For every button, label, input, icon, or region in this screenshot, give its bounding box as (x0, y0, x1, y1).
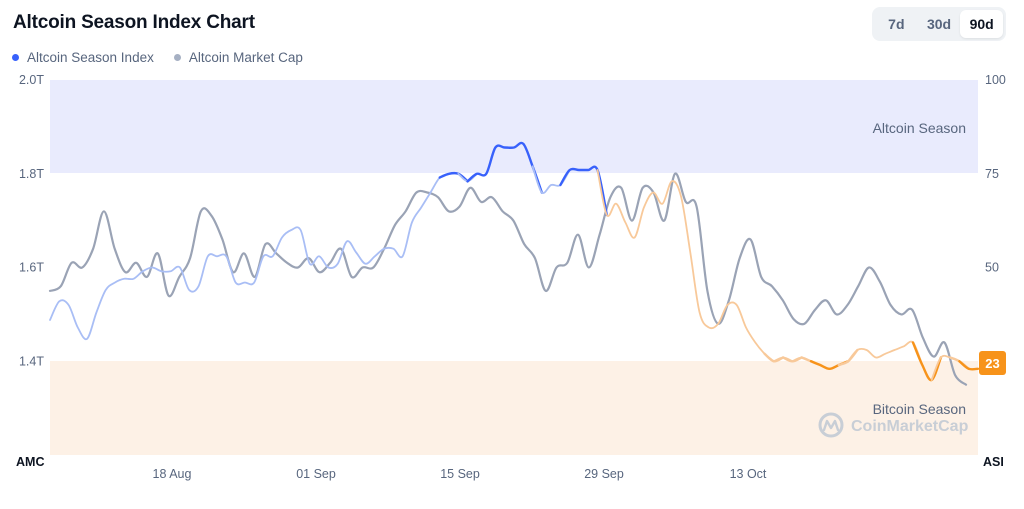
current-index-value: 23 (985, 356, 999, 371)
altcoin-season-zone (50, 80, 978, 173)
chart-title: Altcoin Season Index Chart (13, 12, 255, 33)
market-cap-line (48, 172, 968, 386)
badge-background (979, 351, 1006, 375)
watermark: CoinMarketCap (818, 412, 969, 438)
right-axis-title: ASI (983, 455, 1004, 469)
left-axis-title: AMC (16, 455, 44, 469)
right-axis-tick: 100 (985, 73, 1006, 87)
index-line-segment (847, 340, 924, 366)
range-tab-7d[interactable]: 7d (888, 16, 905, 32)
left-axis-tick: 1.8T (19, 167, 44, 181)
current-value-badge: 23 (979, 351, 1006, 375)
index-line-segment (958, 360, 980, 371)
x-axis-tick: 01 Sep (296, 467, 336, 481)
coinmarketcap-m-icon (822, 419, 840, 432)
series-market-cap (48, 172, 968, 386)
index-line-segment (466, 141, 543, 194)
watermark-text: CoinMarketCap (851, 418, 969, 435)
chart-legend: Altcoin Season Index Altcoin Market Cap (12, 50, 303, 65)
right-axis: 255075100 (985, 73, 1006, 368)
range-tab-30d[interactable]: 30d (926, 16, 952, 32)
legend-label: Altcoin Market Cap (188, 50, 303, 65)
index-line-segment (438, 171, 469, 183)
right-axis-tick: 75 (985, 167, 999, 181)
left-axis-tick: 1.4T (19, 354, 44, 368)
x-axis-tick: 18 Aug (153, 467, 192, 481)
x-axis-tick: 13 Oct (730, 467, 767, 481)
index-line-segment (911, 341, 943, 382)
left-axis: 1.4T 1.6T 1.8T 2.0T (19, 73, 44, 368)
index-line-segment (559, 165, 608, 217)
right-axis-tick: 50 (985, 261, 999, 275)
left-axis-tick: 1.6T (19, 261, 44, 275)
left-axis-tick: 2.0T (19, 73, 44, 87)
coinmarketcap-logo-icon (818, 412, 844, 438)
legend-dot-icon (12, 54, 19, 61)
range-tab-90d[interactable]: 90d (960, 10, 1004, 38)
legend-label: Altcoin Season Index (27, 50, 154, 65)
x-axis: 18 Aug 01 Sep 15 Sep 29 Sep 13 Oct (153, 467, 767, 481)
altcoin-season-label: Altcoin Season (873, 120, 966, 136)
series-altcoin-season-index (49, 141, 980, 382)
range-selector: 7d 30d 90d (872, 7, 1006, 41)
x-axis-tick: 29 Sep (584, 467, 624, 481)
index-line-segment (596, 169, 775, 363)
x-axis-tick: 15 Sep (440, 467, 480, 481)
legend-dot-icon (173, 54, 181, 61)
bitcoin-season-zone (50, 361, 978, 455)
legend-item-market-cap[interactable]: Altcoin Market Cap (173, 50, 303, 65)
bitcoin-season-label: Bitcoin Season (873, 401, 966, 417)
index-line-segment (49, 172, 450, 341)
legend-item-index[interactable]: Altcoin Season Index (12, 50, 154, 65)
